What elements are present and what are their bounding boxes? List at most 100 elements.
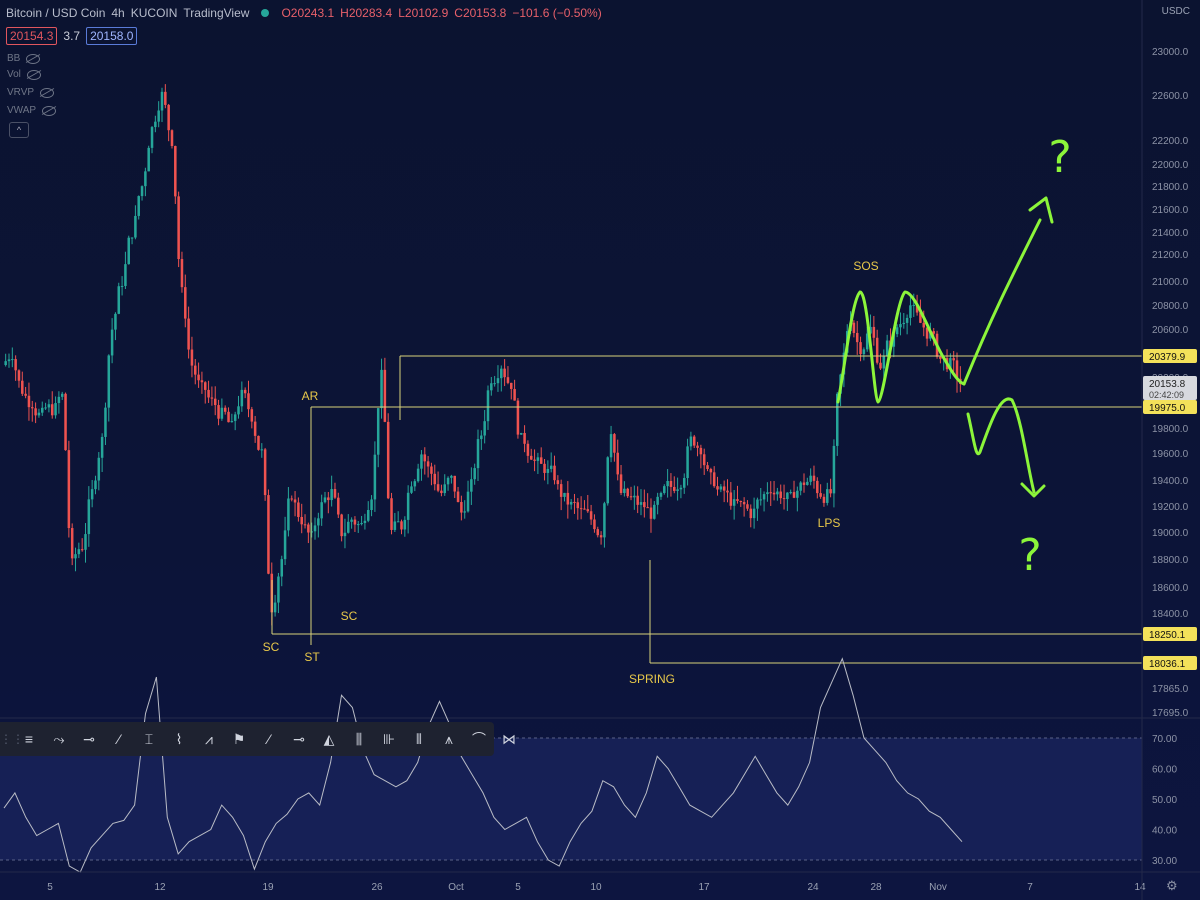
candle-body (872, 326, 876, 338)
trend-line-icon[interactable]: ⁄ (117, 731, 121, 747)
interval[interactable]: 4h (111, 6, 125, 20)
candle-body (137, 196, 140, 216)
candle-body (885, 340, 889, 356)
bars-pattern-icon[interactable]: ⫼ (355, 730, 363, 747)
candle-body (237, 406, 240, 415)
low-value: L20102.9 (398, 6, 449, 20)
candle-body (124, 264, 127, 286)
price-tick: 19000.0 (1152, 528, 1189, 539)
price-tick: 22200.0 (1152, 136, 1189, 147)
time-tick: 24 (807, 882, 819, 893)
indicator-bb[interactable]: BB (7, 53, 41, 64)
candle-body (293, 499, 297, 503)
price-tick: 21400.0 (1152, 228, 1189, 239)
candle-body (443, 484, 447, 494)
candle-body (450, 475, 453, 478)
candle-body (869, 326, 872, 334)
current-price-tag (1143, 376, 1197, 400)
candle-body (915, 304, 919, 313)
flag-tool-icon[interactable]: ⚑ (232, 730, 246, 747)
gann-fan-icon[interactable]: ◭ (323, 730, 335, 747)
candle-body (809, 475, 812, 482)
candle-body (519, 433, 523, 435)
path-tool-icon[interactable]: ⌇ (175, 730, 183, 747)
candle-body (243, 389, 247, 394)
buy-price-button[interactable]: 20158.0 (86, 27, 138, 45)
candle-body (852, 322, 856, 333)
candle-body (546, 468, 550, 473)
candle-body (919, 312, 922, 323)
candle-body (599, 535, 603, 538)
candle-body (287, 498, 290, 531)
candle-body (223, 407, 227, 412)
brush-icon[interactable]: ⌒ (472, 731, 486, 747)
cursor-tool-icon[interactable]: ⌶ (144, 730, 154, 747)
forecast-icon[interactable]: ⩚ (445, 730, 453, 747)
eye-off-icon[interactable] (26, 53, 41, 64)
indicator-label: BB (7, 53, 21, 64)
candle-body (403, 519, 407, 530)
price-tick: 21200.0 (1152, 250, 1189, 261)
candle-body (194, 365, 197, 375)
settings-gear-icon[interactable]: ⚙ (1166, 878, 1178, 893)
horizontal-line-icon[interactable]: ⊸ (293, 730, 305, 747)
time-tick: 7 (1027, 882, 1033, 893)
candle-body (100, 436, 104, 458)
horizontal-ray-icon[interactable]: ⊸ (83, 730, 95, 747)
xabcd-pattern-icon[interactable]: ⋈ (502, 730, 516, 747)
candle-body (297, 502, 300, 517)
price-tick: 19400.0 (1152, 476, 1189, 487)
symbol-name[interactable]: Bitcoin / USD Coin (6, 6, 106, 20)
level-tag (1143, 656, 1197, 670)
candle-body (114, 313, 117, 330)
price-tick: 19800.0 (1152, 424, 1189, 435)
ray-icon[interactable]: ⁄ (267, 731, 271, 747)
wyckoff-label: SPRING (629, 672, 675, 686)
collapse-indicators-button[interactable]: ^ (9, 122, 29, 138)
eye-off-icon[interactable] (42, 105, 57, 116)
pitchfork-tool-icon[interactable]: ⤳ (53, 730, 65, 747)
spread-value: 3.7 (63, 29, 81, 43)
high-value: H20283.4 (340, 6, 393, 20)
eye-off-icon[interactable] (40, 87, 55, 98)
candle-body (583, 508, 586, 510)
wyckoff-label: ST (304, 650, 320, 664)
candle-body (892, 334, 896, 347)
candle-body (383, 369, 387, 422)
candle-body (526, 443, 530, 456)
time-tick: 5 (47, 882, 53, 893)
fib-tool-icon[interactable]: ⩘ (205, 730, 213, 747)
drawn-zigzag-path (836, 290, 966, 404)
candle-body (460, 502, 463, 513)
candles-icon[interactable]: ⊪ (382, 730, 396, 747)
candle-body (340, 514, 343, 537)
candle-body (180, 259, 184, 288)
candle-body (639, 502, 643, 505)
candle-body (406, 492, 410, 520)
candle-body (283, 530, 287, 560)
currency-label[interactable]: USDC (1161, 6, 1190, 17)
columns-icon[interactable]: ⫴ (416, 730, 422, 747)
time-tick: 12 (154, 882, 166, 893)
indicator-vrvp[interactable]: VRVP (7, 87, 55, 98)
candle-body (147, 147, 150, 172)
candle-body (539, 457, 543, 464)
candle-body (380, 369, 383, 409)
indicator-vwap[interactable]: VWAP (7, 105, 57, 116)
lines-tool-icon[interactable]: ≡ (24, 731, 34, 747)
change-value: −101.6 (−0.50%) (512, 6, 602, 20)
candle-body (240, 389, 244, 407)
wyckoff-label: SC (263, 640, 280, 654)
candle-body (879, 362, 882, 369)
eye-off-icon[interactable] (26, 69, 41, 80)
candle-body (446, 477, 450, 485)
price-tick: 17865.0 (1152, 684, 1189, 695)
toolbar-grip-icon[interactable]: ⋮⋮ (0, 732, 24, 746)
sell-price-button[interactable]: 20154.3 (6, 27, 58, 45)
candle-body (247, 393, 250, 410)
candle-body (623, 488, 626, 493)
candle-body (786, 492, 789, 500)
level-value: 18036.1 (1149, 659, 1186, 670)
indicator-vol[interactable]: Vol (7, 69, 41, 80)
